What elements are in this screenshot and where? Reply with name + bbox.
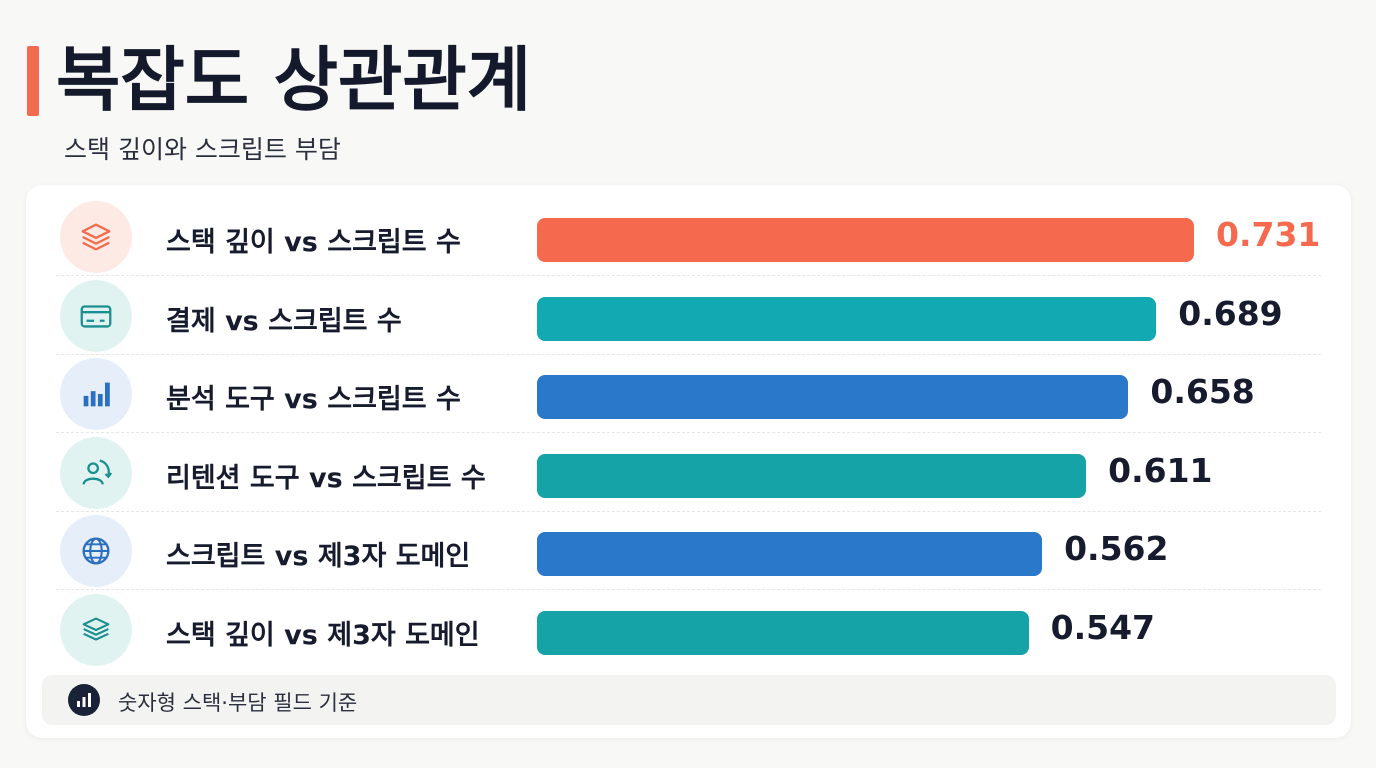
page-title: 복잡도 상관관계: [56, 39, 532, 121]
layers-icon: [60, 201, 132, 273]
footer-note: 숫자형 스택·부담 필드 기준: [42, 675, 1336, 725]
chart-row: 리텐션 도구 vs 스크립트 수 0.611: [26, 434, 1351, 512]
chart-row: 결제 vs 스크립트 수 0.689: [26, 277, 1351, 355]
chart-row: 스택 깊이 vs 스크립트 수 0.731: [26, 198, 1351, 276]
correlation-bar: [537, 218, 1194, 262]
bar-value-label: 0.547: [1050, 607, 1156, 647]
bar-value-label: 0.658: [1150, 372, 1255, 411]
correlation-bar: [537, 375, 1129, 419]
page-subtitle: 스택 깊이와 스크립트 부담: [64, 135, 341, 164]
correlation-bar: [537, 610, 1029, 655]
category-label: 스크립트 vs 제3자 도메인: [166, 541, 471, 572]
row-divider: [56, 353, 1321, 355]
user-cycle-icon: [60, 436, 132, 509]
bar-chart-icon: [60, 358, 132, 430]
row-divider: [56, 275, 1321, 276]
correlation-bar: [537, 453, 1087, 498]
correlation-bar: [537, 296, 1157, 341]
footer-note-text: 숫자형 스택·부담 필드 기준: [118, 691, 358, 715]
category-label: 결제 vs 스크립트 수: [166, 305, 402, 337]
row-divider: [56, 589, 1321, 590]
bar-chart-icon: [68, 684, 100, 716]
category-label: 스택 깊이 vs 스크립트 수: [166, 227, 461, 258]
bar-value-label: 0.689: [1178, 293, 1283, 333]
row-divider: [56, 432, 1321, 433]
category-label: 분석 도구 vs 스크립트 수: [166, 384, 461, 415]
correlation-bar: [537, 532, 1043, 576]
category-label: 스택 깊이 vs 제3자 도메인: [166, 619, 480, 651]
title-accent-bar: [27, 46, 39, 116]
bar-value-label: 0.611: [1108, 450, 1213, 490]
chart-row: 분석 도구 vs 스크립트 수 0.658: [26, 355, 1351, 433]
credit-card-icon: [60, 279, 132, 352]
globe-icon: [60, 515, 132, 587]
bar-value-label: 0.731: [1216, 215, 1321, 254]
category-label: 리텐션 도구 vs 스크립트 수: [166, 462, 486, 494]
chart-card: 숫자형 스택·부담 필드 기준 스택 깊이 vs 스크립트 수 0.731 결제 v…: [26, 185, 1351, 738]
row-divider: [56, 510, 1321, 512]
bar-value-label: 0.562: [1064, 529, 1169, 568]
stack-icon: [60, 593, 132, 666]
chart-row: 스택 깊이 vs 제3자 도메인 0.547: [26, 591, 1351, 669]
chart-row: 스크립트 vs 제3자 도메인 0.562: [26, 512, 1351, 590]
